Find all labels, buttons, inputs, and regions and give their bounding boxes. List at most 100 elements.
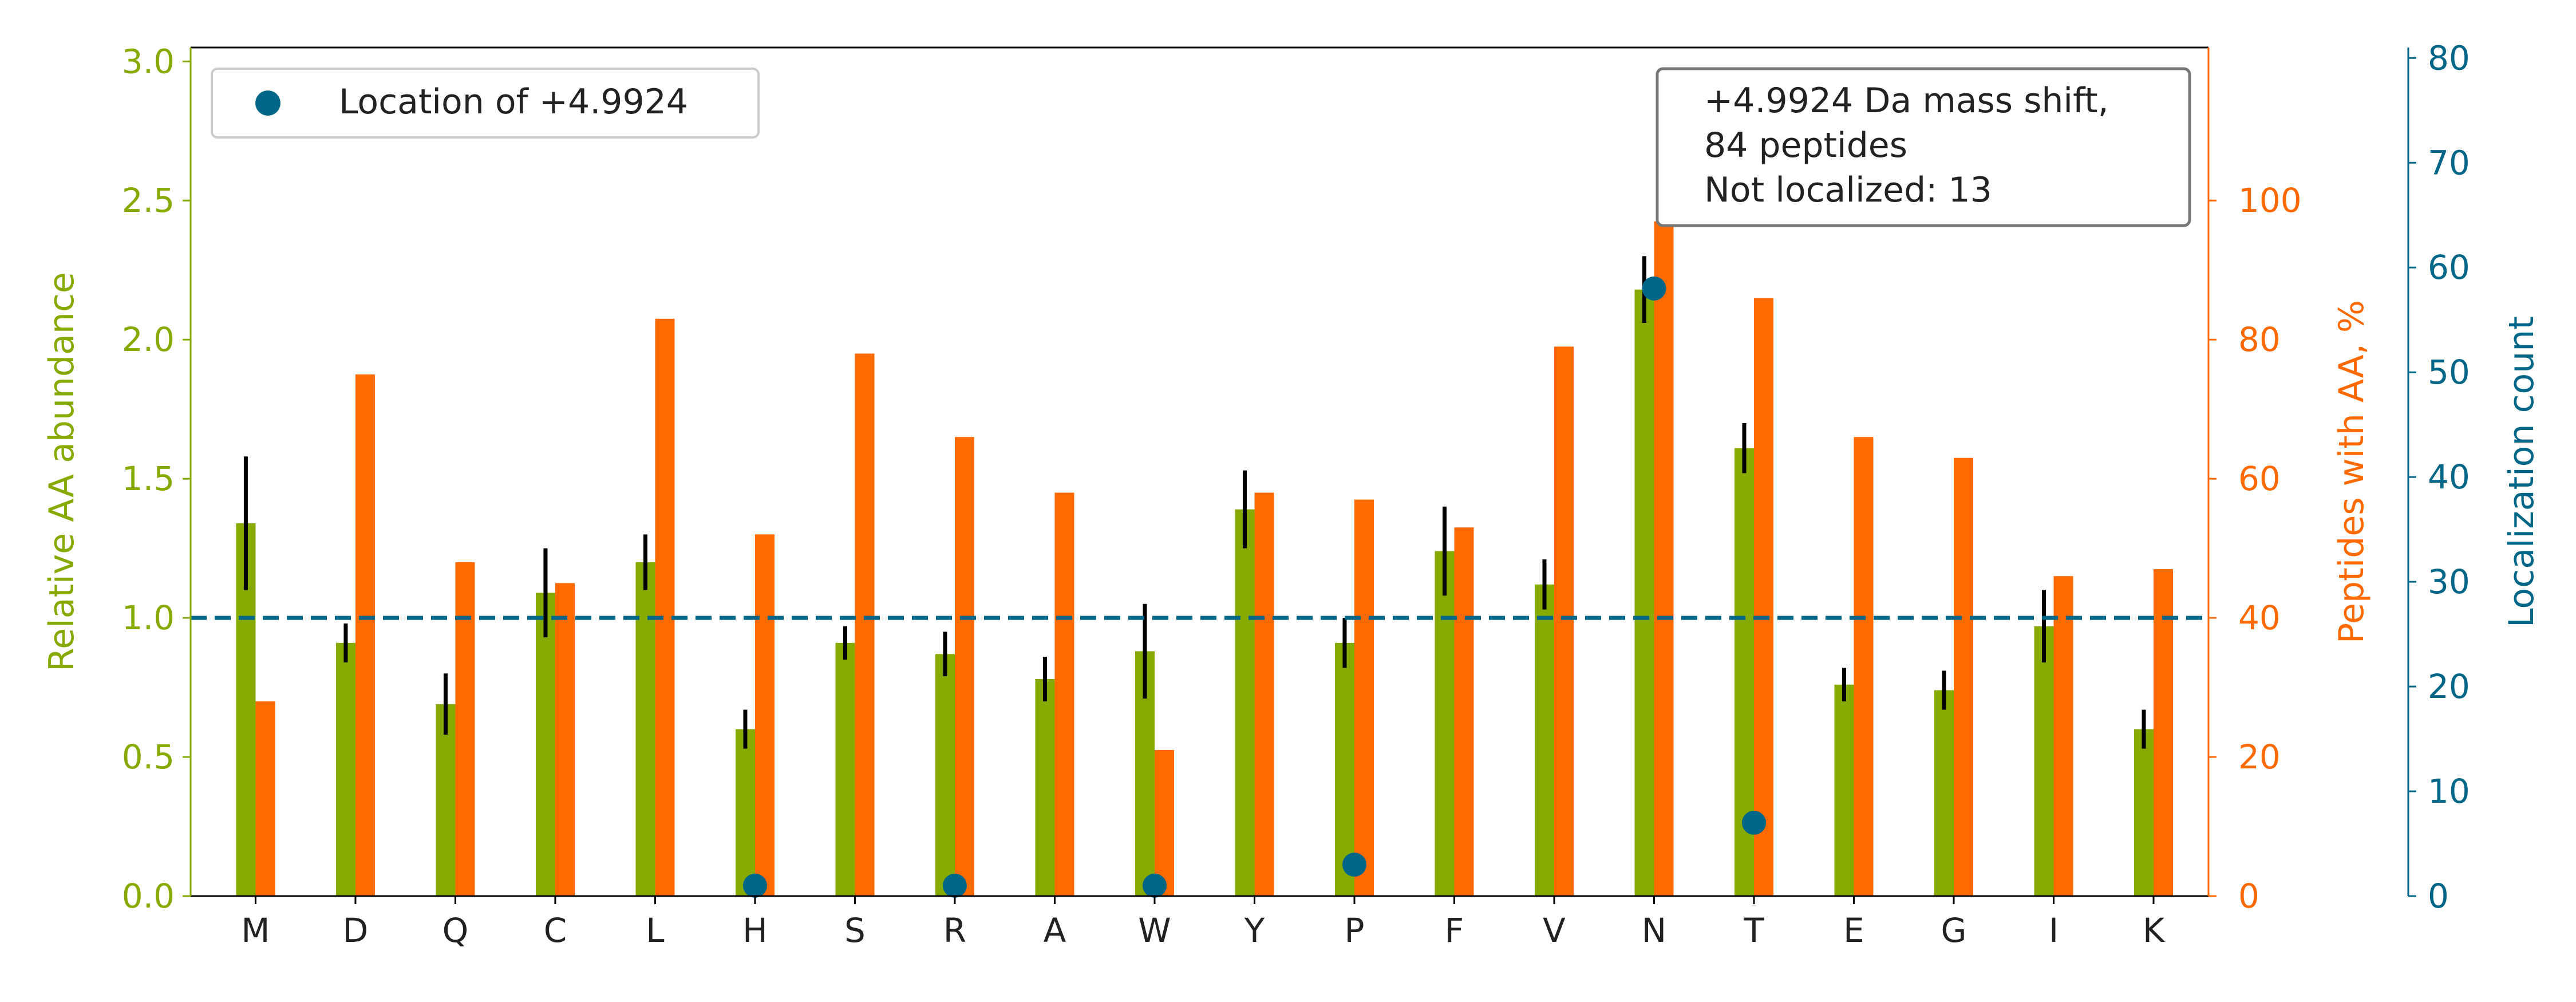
- abundance-bar-F: [1435, 551, 1455, 896]
- y-right-tick-label: 40: [2238, 598, 2281, 637]
- y-far-right-tick-label: 60: [2428, 248, 2470, 287]
- annotation-line: +4.9924 Da mass shift,: [1704, 81, 2109, 121]
- peptides-bar-C: [555, 583, 575, 896]
- abundance-bar-H: [735, 729, 755, 896]
- peptides-bar-G: [1954, 457, 1974, 896]
- abundance-bar-N: [1634, 289, 1654, 897]
- y-right-tick-label: 20: [2238, 737, 2281, 776]
- x-tick-label-N: N: [1642, 911, 1666, 950]
- y-left-tick-label: 2.0: [122, 320, 175, 359]
- abundance-bar-V: [1534, 584, 1554, 896]
- y-far-right-axis-label: Localization count: [2502, 316, 2542, 628]
- y-left-tick-label: 1.5: [122, 459, 175, 498]
- x-tick-label-S: S: [844, 911, 866, 950]
- x-tick-label-F: F: [1445, 911, 1464, 950]
- location-point-N: [1642, 276, 1666, 301]
- abundance-bar-C: [535, 593, 555, 896]
- peptides-bar-H: [754, 534, 775, 896]
- y-left-tick-label: 0.0: [122, 877, 175, 916]
- peptides-bar-D: [355, 374, 375, 896]
- x-tick-label-G: G: [1941, 911, 1967, 950]
- peptides-bar-L: [655, 318, 675, 896]
- abundance-bar-Q: [436, 704, 456, 896]
- y-left-axis-label: Relative AA abundance: [42, 272, 82, 672]
- x-tick-label-I: I: [2049, 911, 2059, 950]
- location-point-P: [1342, 853, 1366, 877]
- y-far-right-tick-label: 40: [2428, 457, 2470, 496]
- peptides-bar-E: [1854, 437, 1874, 896]
- x-tick-label-Q: Q: [442, 911, 469, 950]
- y-far-right-tick-label: 30: [2428, 562, 2470, 601]
- x-tick-label-E: E: [1843, 911, 1864, 950]
- location-point-W: [1142, 873, 1167, 898]
- y-left-tick-label: 1.0: [122, 598, 175, 637]
- x-tick-label-K: K: [2143, 911, 2166, 950]
- annotation-box: +4.9924 Da mass shift,84 peptides Not loc…: [1656, 67, 2191, 227]
- peptides-bar-T: [1754, 298, 1774, 896]
- location-point-T: [1742, 810, 1767, 835]
- x-tick-label-W: W: [1138, 911, 1171, 950]
- peptides-bar-K: [2154, 569, 2174, 896]
- y-far-right-tick-label: 20: [2428, 667, 2470, 706]
- peptides-bar-V: [1554, 346, 1574, 896]
- x-tick-label-V: V: [1543, 911, 1566, 950]
- y-left-tick-label: 0.5: [122, 737, 175, 776]
- abundance-bar-Y: [1235, 509, 1255, 896]
- peptides-bar-Y: [1254, 492, 1274, 896]
- y-far-right-tick-label: 80: [2428, 38, 2470, 77]
- y-right-axis-label: Peptides with AA, %: [2332, 300, 2372, 644]
- peptides-bar-A: [1054, 492, 1074, 896]
- annotation-frame: [1656, 67, 2191, 227]
- legend-frame: [211, 68, 760, 139]
- peptides-bar-S: [855, 353, 875, 896]
- abundance-bar-R: [935, 654, 955, 896]
- x-tick-label-C: C: [544, 911, 567, 950]
- x-tick-label-T: T: [1743, 911, 1764, 950]
- legend: Location of +4.9924: [211, 68, 760, 139]
- y-right-tick-label: 100: [2238, 181, 2302, 220]
- bars-layer: [236, 221, 2174, 897]
- abundance-bar-I: [2034, 626, 2054, 896]
- y-right-tick-label: 80: [2238, 320, 2281, 359]
- y-right-tick-label: 0: [2238, 877, 2259, 916]
- y-far-right-tick-label: 0: [2428, 877, 2449, 916]
- peptides-bar-P: [1354, 499, 1374, 896]
- x-tick-label-A: A: [1044, 911, 1066, 950]
- y-left-tick-label: 3.0: [122, 42, 175, 81]
- y-far-right-tick-label: 50: [2428, 353, 2470, 392]
- x-tick-label-H: H: [742, 911, 768, 950]
- x-tick-label-R: R: [943, 911, 966, 950]
- y-left-tick-label: 2.5: [122, 181, 175, 220]
- abundance-bar-S: [835, 642, 855, 896]
- peptides-bar-M: [255, 701, 275, 896]
- x-tick-label-L: L: [646, 911, 664, 950]
- y-far-right-tick-label: 10: [2428, 772, 2470, 811]
- x-tick-label-Y: Y: [1244, 911, 1265, 950]
- abundance-bar-L: [635, 562, 655, 896]
- abundance-bar-E: [1834, 684, 1854, 896]
- x-tick-label-D: D: [343, 911, 369, 950]
- legend-marker: [255, 90, 280, 116]
- peptides-bar-Q: [455, 562, 475, 896]
- peptides-bar-W: [1154, 749, 1174, 896]
- annotation-line: Not localized: 13: [1704, 170, 1992, 210]
- legend-label: Location of +4.9924: [339, 82, 688, 122]
- y-far-right-tick-label: 70: [2428, 143, 2470, 182]
- abundance-bar-A: [1035, 678, 1055, 896]
- abundance-bar-G: [1934, 690, 1954, 896]
- peptides-bar-R: [954, 437, 974, 896]
- abundance-bar-D: [335, 642, 355, 896]
- location-point-R: [942, 873, 967, 898]
- peptides-bar-F: [1454, 527, 1474, 896]
- axes-layer: M D Q C L H S R A W Y P F V N T E G I K 0.0 0.5 1.0 1.5 2.0 2.5 3.…: [42, 38, 2542, 950]
- annotation-line: 84 peptides: [1704, 125, 1907, 165]
- location-point-H: [742, 873, 767, 898]
- peptides-bar-I: [2053, 576, 2073, 896]
- peptides-bar-N: [1654, 221, 1674, 897]
- y-right-tick-label: 60: [2238, 459, 2281, 498]
- abundance-bar-K: [2134, 729, 2154, 896]
- x-tick-label-M: M: [241, 911, 270, 950]
- x-tick-label-P: P: [1344, 911, 1364, 950]
- points-layer: [742, 276, 1767, 898]
